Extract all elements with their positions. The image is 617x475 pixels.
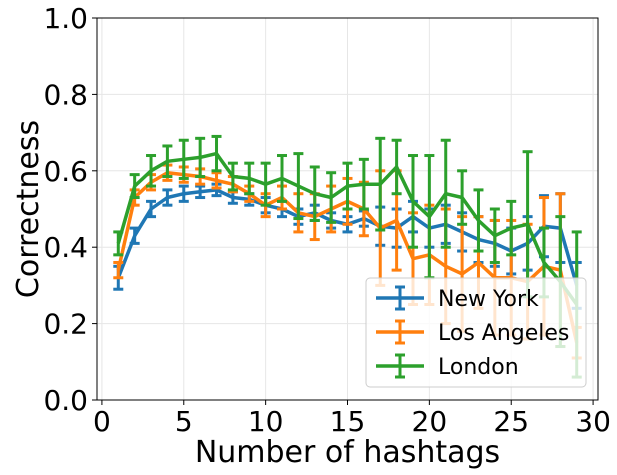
y-tick-label: 0.2 xyxy=(43,308,88,341)
x-tick-label: 30 xyxy=(575,405,611,438)
legend-box xyxy=(365,277,587,388)
x-tick-label: 0 xyxy=(93,405,111,438)
y-tick-label: 0.0 xyxy=(43,384,88,417)
x-tick-label: 20 xyxy=(412,405,448,438)
legend-label: London xyxy=(438,355,519,380)
legend-label: Los Angeles xyxy=(438,321,569,346)
x-tick-label: 15 xyxy=(330,405,366,438)
y-tick-label: 0.8 xyxy=(43,78,88,111)
ticks: 0 5 10 15 20 25 30 0.0 0.2 0.4 0.6 0.8 1.0 xyxy=(43,2,610,438)
x-axis-label: Number of hashtags xyxy=(195,435,500,470)
series-london xyxy=(113,134,582,379)
y-tick-label: 0.6 xyxy=(43,155,88,188)
y-tick-label: 0.4 xyxy=(43,231,88,264)
y-tick-label: 1.0 xyxy=(43,2,88,35)
x-tick-label: 10 xyxy=(248,405,284,438)
x-tick-label: 5 xyxy=(175,405,193,438)
x-tick-label: 25 xyxy=(493,405,529,438)
legend: New York Los Angeles London xyxy=(365,277,587,388)
y-axis-label: Correctness xyxy=(11,120,46,298)
legend-label: New York xyxy=(438,287,539,312)
